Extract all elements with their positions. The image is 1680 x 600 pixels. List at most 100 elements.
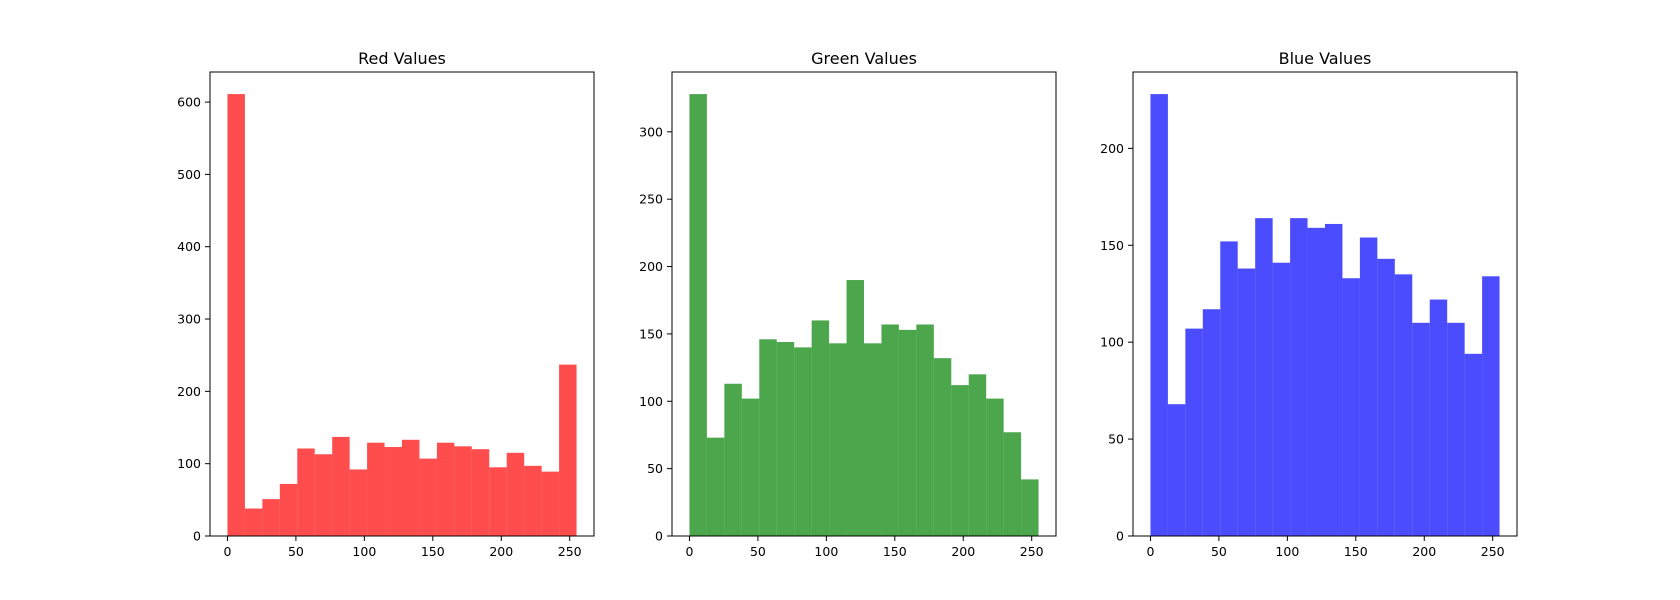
green-bar [864,343,882,536]
green-x-tick-label: 150 [883,544,907,559]
blue-bar [1167,404,1186,536]
green-bar [759,339,777,536]
green-x-tick-label: 100 [814,544,838,559]
green-x-tick-label: 0 [685,544,693,559]
red-x-tick-label: 250 [558,544,582,559]
red-chart-title: Red Values [358,49,446,68]
green-chart-title: Green Values [811,49,917,68]
red-x-tick-label: 0 [223,544,231,559]
green-y-tick-label: 150 [639,326,663,341]
blue-bar [1482,276,1500,536]
green-bar [794,347,812,536]
blue-bar [1429,299,1448,536]
red-bar [367,442,385,536]
red-x-tick-label: 150 [421,544,445,559]
blue-chart-title: Blue Values [1279,49,1372,68]
green-y-tick-label: 250 [639,192,663,207]
green-bar [916,324,934,536]
blue-bar [1237,268,1256,536]
green-bar [811,320,830,536]
green-bar [1003,432,1022,536]
blue-y-tick-label: 150 [1100,238,1124,253]
blue-bar [1272,262,1291,536]
blue-bar [1202,309,1221,536]
blue-bar [1150,94,1168,536]
green-bar [724,383,742,536]
green-bar [968,374,987,536]
blue-y-tick-label: 0 [1116,529,1124,544]
green-bar [951,385,969,536]
blue-y-tick-label: 100 [1100,335,1124,350]
red-bar [541,471,560,536]
blue-bar [1255,218,1273,537]
red-bar [402,439,420,536]
green-bar [881,324,899,536]
green-bar [986,398,1004,536]
red-bar [332,436,350,536]
blue-x-tick-label: 100 [1275,544,1299,559]
red-x-tick-label: 100 [352,544,376,559]
red-bar [506,452,525,536]
red-y-tick-label: 200 [177,384,201,399]
green-bar [933,358,952,536]
red-bar [419,458,437,536]
green-y-tick-label: 300 [639,124,663,139]
green-x-tick-label: 250 [1020,544,1044,559]
red-bar [436,442,455,536]
red-y-tick-label: 100 [177,456,201,471]
green-histogram-panel: 0 50 100 150 200 250 0 50 100 150 200 250 300 Green V… [639,49,1057,559]
green-bar [689,94,707,536]
red-y-tick-label: 400 [177,239,201,254]
green-y-tick-label: 50 [647,461,663,476]
green-bar [829,343,847,536]
blue-bar [1342,278,1360,536]
blue-x-tick-label: 200 [1412,544,1436,559]
blue-x-tick-label: 0 [1146,544,1154,559]
blue-x-tick-label: 150 [1344,544,1368,559]
blue-y-tick-label: 200 [1100,141,1124,156]
red-x-tick-label: 50 [288,544,304,559]
red-bar [244,508,263,536]
blue-bar [1464,353,1483,536]
green-bar [706,437,725,536]
blue-bar [1447,322,1465,536]
red-axes-frame [209,71,595,537]
blue-histogram-panel: 0 50 100 150 200 250 0 50 100 150 200 Blue Values [1100,49,1518,559]
red-bar [314,454,333,536]
red-y-tick-label: 0 [193,529,201,544]
blue-x-tick-label: 50 [1211,544,1227,559]
green-y-tick-label: 200 [639,259,663,274]
blue-x-tick-label: 250 [1481,544,1505,559]
blue-bar [1377,258,1395,536]
blue-bar [1185,328,1203,536]
red-bar [559,364,577,536]
blue-bar [1394,274,1413,536]
red-histogram-panel: 0 50 100 150 200 250 0 100 200 300 400 500 600 Red Va… [177,49,595,559]
red-bar [279,483,298,536]
green-bar [846,280,864,536]
green-bar [1021,479,1039,536]
blue-bar [1307,227,1325,536]
blue-bar [1412,322,1430,536]
red-bar [297,448,315,536]
red-bar [227,94,245,536]
red-y-tick-label: 300 [177,312,201,327]
red-x-tick-label: 200 [489,544,513,559]
green-x-tick-label: 200 [951,544,975,559]
green-axes-frame [671,71,1057,537]
green-x-tick-label: 50 [750,544,766,559]
blue-bar [1325,223,1343,536]
red-bar [524,465,542,536]
red-bar [384,447,402,536]
red-bar [262,499,280,536]
green-y-tick-label: 100 [639,394,663,409]
red-y-tick-label: 600 [177,95,201,110]
red-bar [454,446,472,536]
blue-axes-frame [1132,71,1518,537]
red-bar [471,449,490,536]
blue-bar [1359,237,1378,537]
green-bar [776,341,795,536]
red-bar [489,467,507,536]
blue-bar [1220,241,1238,536]
